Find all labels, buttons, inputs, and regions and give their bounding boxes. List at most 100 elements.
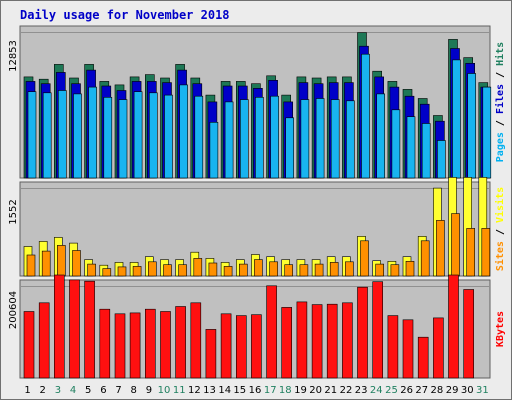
legend-item-files: Files [494,84,506,114]
bar-sites-day-29 [451,213,460,277]
bar-sites-day-9 [148,261,157,277]
bar-kbytes-day-21 [326,303,338,379]
bar-pages-day-28 [437,140,446,179]
bar-pages-day-26 [406,116,416,179]
bar-pages-day-12 [194,95,204,179]
bar-pages-day-27 [421,123,431,179]
legend-hits: Pages / Files / Hits [494,42,506,162]
day-label-28: 28 [431,385,444,396]
legend-item-pages: Pages [495,132,506,162]
bar-pages-day-9 [149,92,158,179]
day-label-10: 10 [158,385,171,396]
bar-kbytes-day-2 [38,302,50,379]
day-label-4: 4 [70,385,76,396]
bar-kbytes-day-26 [402,319,414,379]
legend-separator: / [495,223,506,241]
day-label-30: 30 [461,385,474,396]
day-label-19: 19 [294,385,307,396]
legend-item-sites: Sites [494,241,506,271]
day-label-16: 16 [249,385,262,396]
bar-pages-day-19 [300,99,310,179]
day-label-12: 12 [188,385,201,396]
bar-pages-day-30 [467,73,477,179]
bar-kbytes-day-22 [342,302,353,379]
bar-pages-day-15 [240,99,249,179]
day-label-6: 6 [100,385,106,396]
day-label-18: 18 [279,385,292,396]
bar-sites-day-14 [223,266,233,277]
day-label-14: 14 [218,385,231,396]
bar-sites-day-16 [254,259,263,277]
day-label-11: 11 [173,385,186,396]
bar-pages-day-4 [73,93,82,179]
day-label-5: 5 [85,385,91,396]
bar-sites-day-15 [239,263,248,277]
bar-pages-day-5 [88,86,97,179]
bar-sites-day-26 [405,260,415,277]
bar-pages-day-18 [285,117,295,179]
bar-kbytes-day-4 [69,279,80,379]
legend-visits: Sites / Visits [494,187,506,271]
legend-item-visits: Visits [494,187,506,223]
bar-pages-day-13 [209,122,219,179]
bar-kbytes-day-11 [175,306,186,379]
bar-kbytes-day-8 [129,312,141,379]
bar-kbytes-day-25 [387,315,399,379]
day-label-15: 15 [233,385,246,396]
bar-sites-day-4 [72,250,81,277]
legend-separator: / [495,66,506,84]
legend-separator: / [495,114,506,132]
bar-pages-day-6 [103,97,113,179]
bar-sites-day-7 [117,266,127,277]
bar-sites-day-13 [208,262,218,277]
bar-pages-day-24 [376,93,386,179]
bar-pages-day-23 [361,53,370,179]
day-label-1: 1 [24,385,30,396]
day-label-31: 31 [476,385,489,396]
day-label-20: 20 [309,385,322,396]
bar-kbytes-day-29 [448,274,459,379]
day-label-29: 29 [446,385,459,396]
legend-item-kbytes: KBytes [495,311,506,347]
bar-kbytes-day-6 [99,308,111,379]
day-label-27: 27 [415,385,428,396]
bar-kbytes-day-27 [417,336,429,379]
legend-item-hits: Hits [494,42,506,66]
bar-kbytes-day-3 [53,274,65,379]
bar-kbytes-day-13 [205,329,217,379]
bar-sites-day-22 [345,261,354,277]
chart-title: Daily usage for November 2018 [20,8,230,22]
day-label-22: 22 [340,385,353,396]
bar-sites-day-24 [375,263,385,277]
bar-sites-day-12 [193,258,203,277]
bar-kbytes-day-12 [190,302,202,379]
y-max-label: 12853 [8,40,19,72]
day-label-7: 7 [115,385,121,396]
bar-kbytes-day-30 [463,289,475,379]
bar-pages-day-2 [42,92,52,179]
day-label-2: 2 [40,385,46,396]
bar-kbytes-day-16 [251,314,262,379]
bar-kbytes-day-5 [84,280,95,379]
day-label-21: 21 [324,385,337,396]
bar-kbytes-day-7 [114,313,126,379]
bar-pages-day-16 [255,97,264,179]
bar-pages-day-20 [315,98,325,179]
bar-sites-day-31 [481,228,491,277]
bar-sites-day-19 [299,264,309,277]
bar-pages-day-21 [330,99,340,179]
bar-kbytes-day-15 [236,315,247,379]
day-label-24: 24 [370,385,383,396]
bar-sites-day-23 [360,240,369,277]
bar-kbytes-day-9 [145,308,156,379]
bar-pages-day-7 [118,99,128,179]
bar-sites-day-27 [420,240,430,277]
bar-sites-day-18 [284,264,294,277]
bar-sites-day-20 [314,263,324,277]
bar-sites-day-10 [163,264,172,277]
bar-sites-day-5 [87,263,96,277]
bar-pages-day-14 [224,101,234,179]
day-label-23: 23 [355,385,368,396]
bar-sites-day-3 [56,245,66,277]
